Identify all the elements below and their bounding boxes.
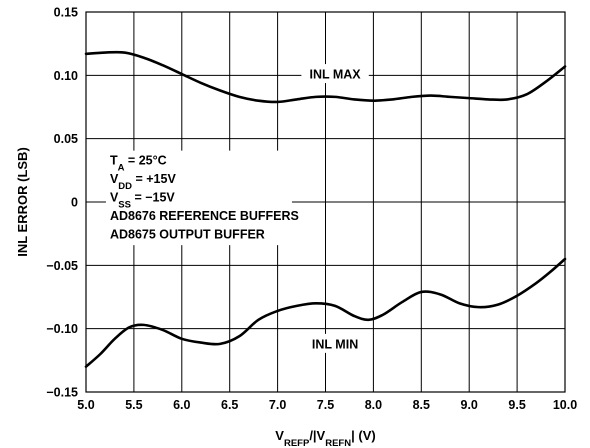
annotation-line: VSS = −15V [110,191,175,211]
tick-labels: 5.0 5.5 6.0 6.5 7.0 7.5 8.0 8.5 9.0 9.5 10.0 0.15 0.… [46,6,577,413]
label-text: = 25°C [124,154,166,168]
y-tick-label: 0 [71,196,78,210]
label-text: = −15V [131,191,175,205]
label-text: V [275,428,284,443]
y-axis-label: INL ERROR (LSB) [15,147,30,257]
x-tick-label: 8.5 [413,398,430,412]
subscript-text: REFP [284,438,310,448]
x-tick-label: 8.0 [365,398,382,412]
x-tick-label: 5.0 [77,398,94,412]
label-text: /|V [309,428,325,443]
x-tick-label: 6.0 [173,398,190,412]
y-tick-label: 0.10 [54,69,78,83]
series-label: INL MIN [312,337,358,351]
series-label-bg [301,333,369,353]
series-line-inl-min [84,257,567,368]
label-text: | (V) [351,428,376,443]
series-label-bg [301,64,369,84]
subscript-text: SS [118,199,131,210]
plot-frame [85,11,566,393]
series-line-inl-max [84,50,567,104]
y-tick-label: −0.15 [46,386,78,400]
y-tick-label: 0.05 [54,132,78,146]
y-tick-label: −0.10 [46,322,78,336]
annotation-line: AD8676 REFERENCE BUFFERS [110,209,299,223]
series [84,50,567,368]
label-text: = +15V [132,172,176,186]
subscript-text: DD [118,181,132,192]
label-text: AD8675 OUTPUT BUFFER [110,228,265,242]
x-tick-label: 9.0 [461,398,478,412]
x-tick-label: 6.5 [221,398,238,412]
annotation-line: TA = 25°C [110,154,167,174]
label-text: V [110,172,119,186]
label-text: AD8676 REFERENCE BUFFERS [110,209,299,223]
x-tick-label: 9.5 [508,398,525,412]
y-tick-label: −0.05 [46,259,78,273]
label-text: V [110,191,119,205]
x-tick-label: 7.5 [317,398,334,412]
label-text: T [110,154,118,168]
annotation-line: VDD = +15V [110,172,177,192]
subscript-text: REFN [325,438,351,448]
annotation-bg [105,150,292,246]
x-axis-label: VREFP/|VREFN| (V) [275,428,375,448]
x-tick-label: 5.5 [125,398,142,412]
annotation-line: AD8675 OUTPUT BUFFER [110,228,265,242]
series-label: INL MAX [309,68,361,82]
y-tick-label: 0.15 [54,6,78,20]
subscript-text: A [118,162,125,173]
x-tick-label: 10.0 [553,398,577,412]
x-tick-label: 7.0 [269,398,286,412]
